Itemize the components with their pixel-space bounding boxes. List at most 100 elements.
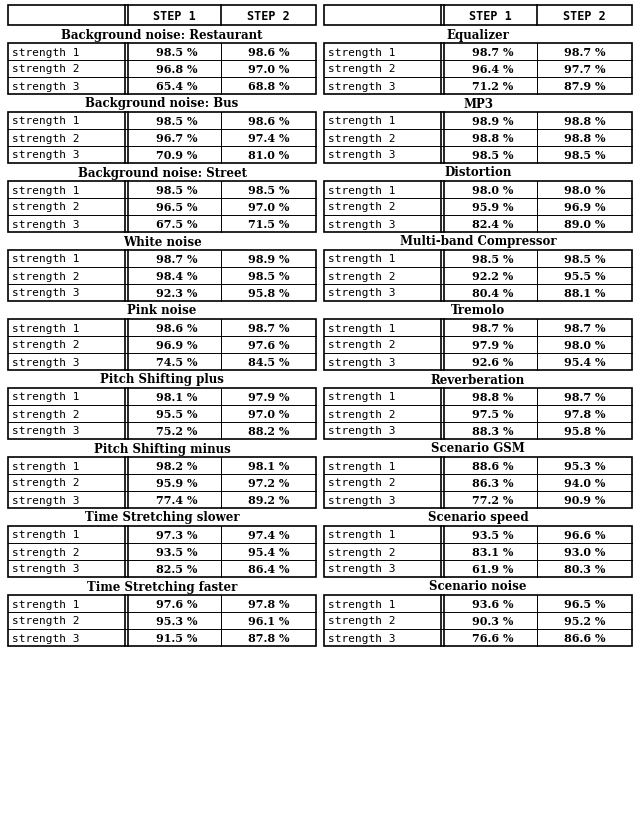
Text: 98.9 %: 98.9 % — [248, 253, 289, 265]
Text: 96.5 %: 96.5 % — [564, 599, 605, 609]
Text: 95.5 %: 95.5 % — [564, 271, 605, 282]
Text: 96.6 %: 96.6 % — [564, 529, 605, 540]
Text: 95.4 %: 95.4 % — [248, 547, 289, 558]
Text: 95.4 %: 95.4 % — [564, 357, 605, 368]
Text: 86.3 %: 86.3 % — [472, 477, 513, 488]
Bar — [324, 6, 632, 26]
Text: 95.9 %: 95.9 % — [472, 201, 513, 212]
Text: 89.2 %: 89.2 % — [248, 494, 289, 506]
Text: 71.5 %: 71.5 % — [248, 219, 289, 230]
Text: Background noise: Bus: Background noise: Bus — [85, 97, 239, 110]
Text: Background noise: Street: Background noise: Street — [77, 166, 246, 179]
Text: 93.5 %: 93.5 % — [156, 547, 197, 558]
Text: Time Stretching slower: Time Stretching slower — [84, 511, 239, 524]
Text: strength 1: strength 1 — [12, 599, 79, 609]
Bar — [8, 44, 316, 95]
Text: strength 1: strength 1 — [12, 48, 79, 58]
Text: 88.6 %: 88.6 % — [472, 461, 513, 472]
Text: strength 3: strength 3 — [12, 426, 79, 436]
Bar — [8, 457, 316, 508]
Text: 92.3 %: 92.3 % — [156, 288, 197, 298]
Text: 98.1 %: 98.1 % — [156, 391, 197, 402]
Text: 98.6 %: 98.6 % — [156, 323, 197, 334]
Text: 98.5 %: 98.5 % — [472, 253, 513, 265]
Text: 98.0 %: 98.0 % — [564, 185, 605, 196]
Bar — [324, 181, 632, 232]
Text: strength 1: strength 1 — [328, 186, 396, 196]
Text: strength 3: strength 3 — [12, 81, 79, 91]
Text: 82.5 %: 82.5 % — [156, 563, 197, 574]
Text: Pink noise: Pink noise — [127, 304, 196, 317]
Text: strength 2: strength 2 — [12, 64, 79, 74]
Text: 95.2 %: 95.2 % — [564, 615, 605, 626]
Text: 97.0 %: 97.0 % — [248, 201, 289, 212]
Text: strength 3: strength 3 — [12, 563, 79, 573]
Text: 81.0 %: 81.0 % — [248, 150, 289, 161]
Bar — [324, 113, 632, 164]
Bar — [8, 251, 316, 302]
Text: strength 1: strength 1 — [12, 323, 79, 333]
Text: 96.9 %: 96.9 % — [156, 339, 197, 350]
Text: 96.4 %: 96.4 % — [472, 64, 513, 75]
Text: 96.7 %: 96.7 % — [156, 133, 197, 144]
Text: 87.9 %: 87.9 % — [564, 81, 605, 92]
Text: 98.7 %: 98.7 % — [248, 323, 289, 334]
Text: 80.4 %: 80.4 % — [472, 288, 513, 298]
Text: strength 2: strength 2 — [12, 616, 79, 626]
Text: strength 3: strength 3 — [328, 357, 396, 367]
Text: 93.6 %: 93.6 % — [472, 599, 513, 609]
Text: 83.1 %: 83.1 % — [472, 547, 513, 558]
Text: strength 3: strength 3 — [328, 219, 396, 229]
Text: strength 1: strength 1 — [328, 48, 396, 58]
Text: 97.6 %: 97.6 % — [248, 339, 289, 350]
Text: 98.5 %: 98.5 % — [248, 271, 289, 282]
Text: strength 2: strength 2 — [328, 202, 396, 212]
Text: strength 2: strength 2 — [328, 271, 396, 281]
Text: strength 1: strength 1 — [328, 461, 396, 471]
Text: Tremolo: Tremolo — [451, 304, 505, 317]
Text: 96.9 %: 96.9 % — [564, 201, 605, 212]
Text: strength 2: strength 2 — [328, 340, 396, 350]
Text: 98.8 %: 98.8 % — [564, 133, 605, 144]
Text: strength 1: strength 1 — [12, 530, 79, 540]
Text: 98.8 %: 98.8 % — [564, 116, 605, 127]
Text: 97.9 %: 97.9 % — [472, 339, 513, 350]
Text: 90.3 %: 90.3 % — [472, 615, 513, 626]
Text: 97.8 %: 97.8 % — [564, 409, 605, 420]
Text: strength 2: strength 2 — [12, 478, 79, 488]
Text: strength 1: strength 1 — [328, 116, 396, 126]
Text: 95.3 %: 95.3 % — [564, 461, 605, 472]
Text: STEP 2: STEP 2 — [247, 9, 290, 23]
Text: strength 3: strength 3 — [328, 495, 396, 505]
Text: 98.5 %: 98.5 % — [564, 150, 605, 161]
Text: 92.2 %: 92.2 % — [472, 271, 513, 282]
Text: 98.5 %: 98.5 % — [564, 253, 605, 265]
Text: 90.9 %: 90.9 % — [564, 494, 605, 506]
Text: 84.5 %: 84.5 % — [248, 357, 289, 368]
Bar — [324, 527, 632, 578]
Text: 88.3 %: 88.3 % — [472, 426, 513, 436]
Text: strength 1: strength 1 — [328, 599, 396, 609]
Text: 95.5 %: 95.5 % — [156, 409, 197, 420]
Text: White noise: White noise — [123, 235, 202, 248]
Text: strength 2: strength 2 — [328, 409, 396, 419]
Text: 76.6 %: 76.6 % — [472, 632, 513, 643]
Text: 98.6 %: 98.6 % — [248, 116, 289, 127]
Text: strength 3: strength 3 — [328, 81, 396, 91]
Text: strength 2: strength 2 — [328, 133, 396, 143]
Text: strength 1: strength 1 — [12, 461, 79, 471]
Text: 71.2 %: 71.2 % — [472, 81, 513, 92]
Text: strength 2: strength 2 — [12, 271, 79, 281]
Text: 91.5 %: 91.5 % — [156, 632, 197, 643]
Text: 89.0 %: 89.0 % — [564, 219, 605, 230]
Text: 98.5 %: 98.5 % — [472, 150, 513, 161]
Text: 67.5 %: 67.5 % — [156, 219, 197, 230]
Bar — [324, 595, 632, 646]
Text: 75.2 %: 75.2 % — [156, 426, 197, 436]
Text: 98.0 %: 98.0 % — [564, 339, 605, 350]
Text: 96.8 %: 96.8 % — [156, 64, 197, 75]
Text: strength 2: strength 2 — [328, 616, 396, 626]
Text: 98.7 %: 98.7 % — [472, 323, 513, 334]
Text: strength 1: strength 1 — [12, 186, 79, 196]
Text: strength 1: strength 1 — [12, 254, 79, 264]
